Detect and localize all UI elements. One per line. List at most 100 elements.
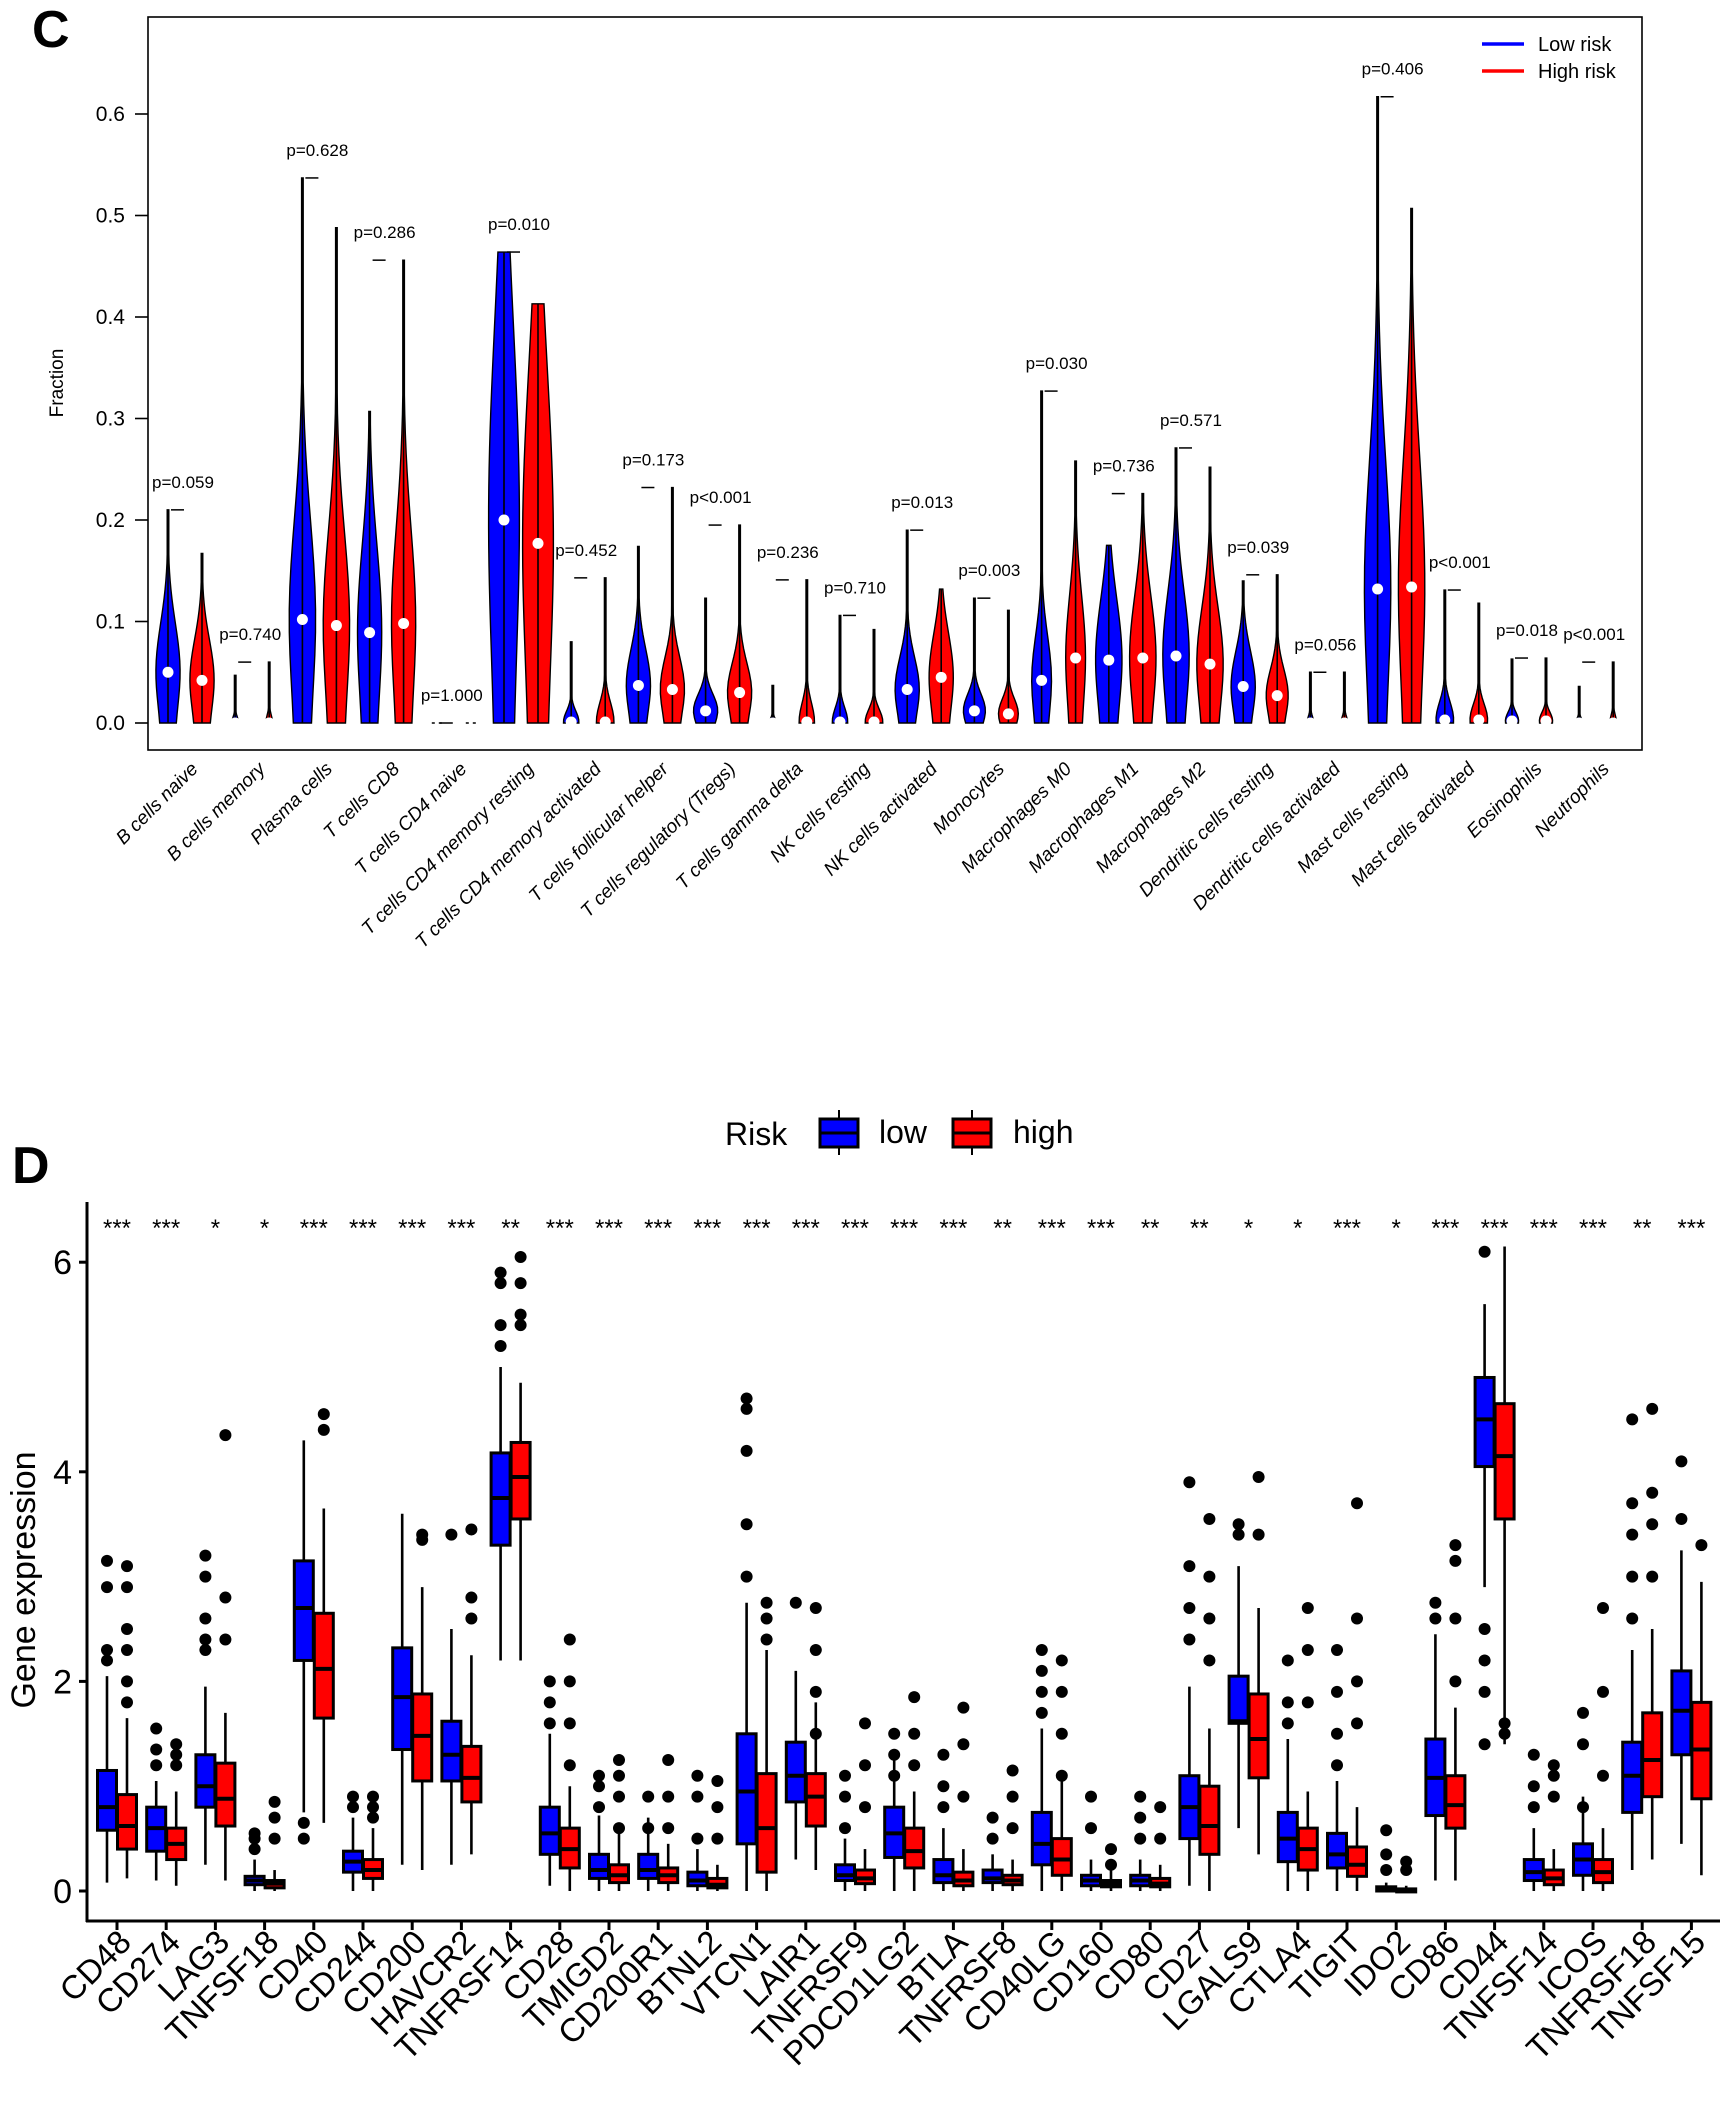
- outlier-point: [839, 1769, 851, 1782]
- outlier-point: [740, 1444, 753, 1457]
- outlier-point: [593, 1801, 605, 1814]
- outlier-point: [1183, 1633, 1196, 1646]
- median-dot: [1137, 652, 1149, 664]
- box-body: [1473, 1375, 1496, 1469]
- panel-letter-d: D: [12, 1137, 50, 1195]
- y-tick-label: 0.6: [96, 103, 125, 126]
- box-high: [755, 1596, 778, 1891]
- box-low: [883, 1727, 906, 1891]
- boxes: [96, 1245, 1713, 1894]
- outlier-point: [662, 1754, 675, 1766]
- box-low: [1080, 1790, 1102, 1891]
- p-value-label: p=0.236: [757, 543, 819, 562]
- significance-label: ***: [1333, 1215, 1361, 1242]
- box-body: [981, 1868, 1004, 1885]
- legend-label-low-risk: Low risk: [1538, 34, 1612, 56]
- panel-c-violin-plot: C Fraction 0.0 0.1 0.2 0.3 0.4 0.5 0.6 p=0.059…: [32, 1, 1643, 953]
- box-high: [804, 1602, 827, 1871]
- outlier-point: [1183, 1476, 1196, 1489]
- outlier-point: [199, 1570, 212, 1583]
- outlier-point: [986, 1832, 999, 1845]
- outlier-point: [691, 1769, 704, 1782]
- outlier-point: [642, 1790, 655, 1803]
- legend-title: Risk: [725, 1116, 788, 1152]
- box-high: [1641, 1402, 1664, 1860]
- significance-label: ***: [447, 1215, 475, 1242]
- violins: [155, 96, 1619, 729]
- median-dot: [1439, 714, 1451, 726]
- outlier-point: [1695, 1539, 1708, 1552]
- outlier-point: [908, 1727, 921, 1740]
- y-axis-label: Fraction: [47, 349, 68, 418]
- box-body: [460, 1744, 483, 1804]
- outlier-point: [613, 1754, 625, 1766]
- outlier-point: [494, 1266, 507, 1279]
- p-value-label: p<0.001: [1563, 625, 1625, 644]
- box-low: [1473, 1245, 1496, 1751]
- outlier-point: [1429, 1596, 1442, 1609]
- box-high: [608, 1754, 630, 1891]
- outlier-point: [888, 1748, 901, 1761]
- median-dot: [1473, 714, 1485, 726]
- box-body: [755, 1772, 778, 1874]
- outlier-point: [150, 1743, 163, 1756]
- axes: 0 2 4 6: [53, 1202, 1720, 1930]
- significance-label: **: [1633, 1215, 1652, 1242]
- legend-label-high-risk: High risk: [1538, 61, 1617, 83]
- box-low: [1178, 1476, 1201, 1886]
- box-low: [1670, 1455, 1693, 1844]
- significance-stars: *** *** * * *** *** *** *** ** *** *** *** *** *** ***…: [103, 1215, 1705, 1242]
- outlier-point: [1252, 1471, 1265, 1484]
- p-value-label: p=0.039: [1227, 538, 1289, 557]
- outlier-point: [1646, 1570, 1659, 1583]
- box-body: [1493, 1402, 1516, 1521]
- p-value-label: p<0.001: [1429, 553, 1491, 572]
- outlier-point: [1281, 1696, 1294, 1709]
- outlier-point: [1351, 1675, 1363, 1688]
- significance-label: ***: [743, 1215, 771, 1242]
- significance-label: ***: [152, 1215, 180, 1242]
- outlier-point: [1154, 1801, 1167, 1814]
- median-dot: [734, 687, 746, 699]
- box-body: [312, 1611, 335, 1720]
- box-body: [1030, 1810, 1053, 1867]
- box-low: [1030, 1643, 1053, 1891]
- median-dot: [1170, 650, 1182, 662]
- box-body: [1346, 1845, 1368, 1878]
- box-body: [292, 1559, 315, 1662]
- significance-label: ***: [1677, 1215, 1705, 1242]
- median-dot: [801, 716, 813, 728]
- outlier-point: [1675, 1512, 1688, 1525]
- significance-label: ***: [1530, 1215, 1558, 1242]
- outlier-point: [839, 1790, 851, 1803]
- box-low: [932, 1748, 955, 1891]
- outlier-point: [1055, 1769, 1068, 1782]
- median-dot: [1271, 690, 1283, 702]
- outlier-point: [1577, 1801, 1589, 1814]
- median-dot: [834, 716, 846, 728]
- outlier-point: [1449, 1612, 1462, 1625]
- outlier-point: [367, 1801, 379, 1814]
- legend-label-high: high: [1013, 1114, 1074, 1150]
- outlier-point: [760, 1612, 773, 1625]
- outlier-point: [809, 1643, 822, 1656]
- y-tick-label: 0.2: [96, 509, 125, 532]
- outlier-point: [1252, 1528, 1265, 1541]
- median-dot: [1607, 717, 1619, 729]
- outlier-point: [691, 1832, 704, 1845]
- outlier-point: [1577, 1706, 1589, 1719]
- outlier-point: [367, 1811, 379, 1824]
- significance-label: ***: [1579, 1215, 1607, 1242]
- p-value-label: p=1.000: [421, 686, 483, 705]
- outlier-point: [121, 1560, 133, 1573]
- outlier-point: [121, 1623, 133, 1635]
- significance-label: ***: [1481, 1215, 1509, 1242]
- outlier-point: [563, 1717, 576, 1730]
- significance-label: **: [993, 1215, 1012, 1242]
- outlier-point: [494, 1340, 507, 1353]
- outlier-point: [248, 1827, 261, 1840]
- outlier-point: [1527, 1780, 1540, 1793]
- outlier-point: [347, 1801, 359, 1814]
